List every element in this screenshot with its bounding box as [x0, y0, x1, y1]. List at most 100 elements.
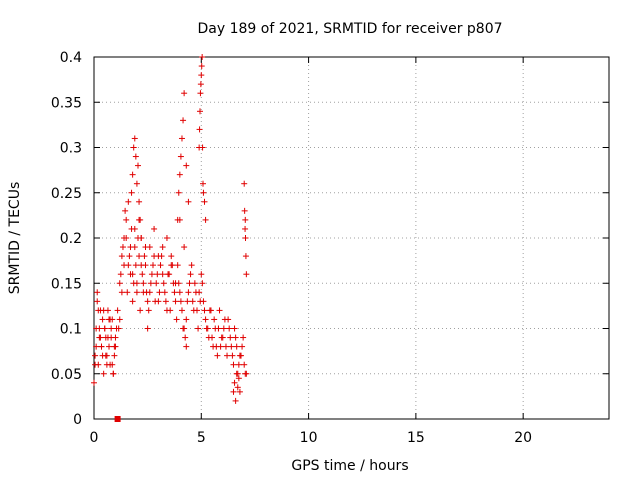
- data-point: [146, 289, 153, 296]
- data-point: [183, 343, 190, 350]
- data-point: [197, 298, 204, 305]
- data-point: [222, 343, 229, 350]
- data-point: [138, 262, 145, 269]
- x-tick-label: 0: [90, 430, 99, 446]
- data-point: [224, 352, 231, 359]
- data-point: [122, 207, 129, 214]
- data-point: [163, 235, 170, 241]
- y-tick-label: 0.2: [60, 231, 82, 247]
- data-point: [165, 271, 172, 278]
- y-tick-labels: 0 0.05 0.1 0.15 0.2 0.25 0.3 0.35 0.4: [51, 50, 82, 428]
- data-point: [202, 216, 209, 223]
- data-point: [148, 271, 155, 278]
- data-point: [97, 334, 104, 341]
- data-point: [215, 325, 222, 332]
- data-point: [243, 271, 250, 278]
- data-point: [132, 153, 139, 160]
- data-point: [198, 72, 205, 79]
- data-point: [178, 135, 185, 142]
- data-point: [124, 289, 131, 296]
- data-point: [137, 307, 144, 314]
- x-tick-label: 5: [197, 430, 206, 446]
- data-point: [136, 253, 143, 260]
- data-point: [108, 325, 115, 332]
- data-point: [176, 289, 183, 296]
- data-point: [216, 307, 223, 314]
- data-point: [128, 225, 135, 232]
- data-point: [129, 298, 136, 305]
- data-point: [99, 352, 106, 359]
- data-point: [233, 370, 240, 377]
- data-point: [132, 262, 139, 269]
- data-point: [198, 63, 205, 70]
- y-tick-label: 0.4: [60, 50, 82, 66]
- data-point: [202, 316, 209, 323]
- data-point: [92, 352, 99, 359]
- y-tick-label: 0.3: [60, 141, 82, 157]
- data-point: [180, 117, 187, 124]
- data-point: [96, 325, 103, 332]
- y-tick-label: 0: [73, 412, 82, 428]
- data-point: [171, 289, 178, 296]
- data-point: [197, 81, 204, 88]
- data-point: [140, 280, 147, 287]
- data-point: [217, 343, 224, 350]
- y-tick-label: 0.1: [60, 322, 82, 338]
- data-point: [94, 298, 101, 305]
- data-point: [182, 334, 189, 341]
- data-point: [95, 307, 102, 314]
- data-point: [153, 280, 160, 287]
- data-point: [183, 162, 190, 169]
- data-point: [231, 325, 238, 332]
- data-point: [106, 343, 113, 350]
- data-point: [210, 343, 217, 350]
- data-point: [230, 361, 237, 368]
- data-point: [160, 280, 167, 287]
- data-point: [103, 361, 110, 368]
- data-point: [240, 334, 247, 341]
- data-point: [109, 361, 116, 368]
- data-point: [241, 180, 248, 187]
- data-point: [197, 90, 204, 97]
- data-point: [227, 334, 234, 341]
- grid-layer: [94, 57, 609, 419]
- data-point: [110, 370, 117, 377]
- data-point: [242, 225, 249, 232]
- data-point: [92, 361, 99, 368]
- y-tick-label: 0.05: [51, 367, 82, 383]
- data-point: [242, 235, 249, 241]
- tick-layer: [93, 56, 609, 420]
- data-point: [172, 280, 179, 287]
- data-point: [236, 388, 243, 395]
- data-point: [172, 298, 179, 305]
- data-point: [133, 180, 140, 187]
- data-point: [123, 216, 130, 223]
- data-point: [121, 262, 128, 269]
- data-point: [159, 271, 166, 278]
- data-point: [93, 343, 100, 350]
- data-point: [116, 280, 123, 287]
- data-point: [129, 171, 136, 178]
- data-point: [201, 198, 208, 205]
- data-point: [141, 253, 148, 260]
- data-point: [242, 370, 249, 377]
- data-points: [91, 54, 250, 422]
- baseline-point: [114, 416, 121, 422]
- data-point: [226, 325, 233, 332]
- data-point: [130, 144, 137, 151]
- data-point: [229, 352, 236, 359]
- data-point: [117, 271, 124, 278]
- data-point: [218, 334, 225, 341]
- data-point: [196, 126, 203, 133]
- data-point: [159, 244, 166, 251]
- data-point: [162, 298, 169, 305]
- y-tick-label: 0.15: [51, 276, 82, 292]
- data-point: [184, 298, 191, 305]
- data-point: [118, 253, 125, 260]
- x-axis-label: GPS time / hours: [291, 458, 408, 474]
- data-point: [101, 325, 108, 332]
- data-point: [147, 280, 154, 287]
- data-point: [146, 244, 153, 251]
- data-point: [154, 271, 161, 278]
